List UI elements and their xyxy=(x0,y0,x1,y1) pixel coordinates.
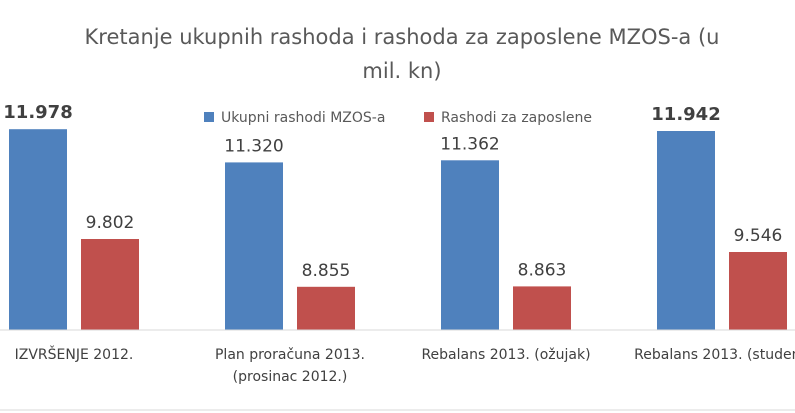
legend-label-rashodi-za-zaposlene: Rashodi za zaposlene xyxy=(441,110,592,126)
category-label-1: IZVRŠENJE 2012. xyxy=(15,345,134,363)
bar-ukupni-rashodi-mzos-a-4 xyxy=(657,131,715,330)
category-label-2-line-2: (prosinac 2012.) xyxy=(233,369,348,385)
bar-ukupni-rashodi-mzos-a-2 xyxy=(225,162,283,330)
data-label-ukupni-rashodi-mzos-a-1: 11.978 xyxy=(3,102,72,123)
data-label-rashodi-za-zaposlene-3: 8.863 xyxy=(518,260,567,280)
data-label-ukupni-rashodi-mzos-a-2: 11.320 xyxy=(224,136,283,156)
bar-rashodi-za-zaposlene-2 xyxy=(297,286,355,330)
chart-title-line-1: Kretanje ukupnih rashoda i rashoda za za… xyxy=(85,25,720,49)
legend-swatch-ukupni-rashodi xyxy=(204,112,214,122)
bar-rashodi-za-zaposlene-4 xyxy=(729,252,787,330)
bar-ukupni-rashodi-mzos-a-1 xyxy=(9,129,67,330)
legend-swatch-rashodi-za-zaposlene xyxy=(424,112,434,122)
bar-ukupni-rashodi-mzos-a-3 xyxy=(441,160,499,330)
chart-legend: Ukupni rashodi MZOS-a Rashodi za zaposle… xyxy=(204,110,592,126)
bar-rashodi-za-zaposlene-3 xyxy=(513,286,571,330)
category-label-3: Rebalans 2013. (ožujak) xyxy=(421,347,590,363)
data-label-rashodi-za-zaposlene-4: 9.546 xyxy=(734,226,783,246)
legend-label-ukupni-rashodi: Ukupni rashodi MZOS-a xyxy=(221,110,385,126)
category-label-2-line-1: Plan proračuna 2013. xyxy=(215,347,365,363)
data-labels-layer: 11.978 11.320 11.362 11.942 9.802 8.855 8.863 9… xyxy=(3,102,782,281)
bars-layer xyxy=(9,129,787,330)
data-label-rashodi-za-zaposlene-2: 8.855 xyxy=(302,261,351,281)
chart-title-line-2: mil. kn) xyxy=(362,59,441,83)
category-label-4: Rebalans 2013. (studeni) xyxy=(634,347,795,363)
data-label-ukupni-rashodi-mzos-a-4: 11.942 xyxy=(651,104,720,125)
category-labels-layer: IZVRŠENJE 2012. Plan proračuna 2013. (pros… xyxy=(15,345,795,385)
bar-rashodi-za-zaposlene-1 xyxy=(81,239,139,330)
data-label-ukupni-rashodi-mzos-a-3: 11.362 xyxy=(440,134,499,154)
data-label-rashodi-za-zaposlene-1: 9.802 xyxy=(86,213,135,233)
